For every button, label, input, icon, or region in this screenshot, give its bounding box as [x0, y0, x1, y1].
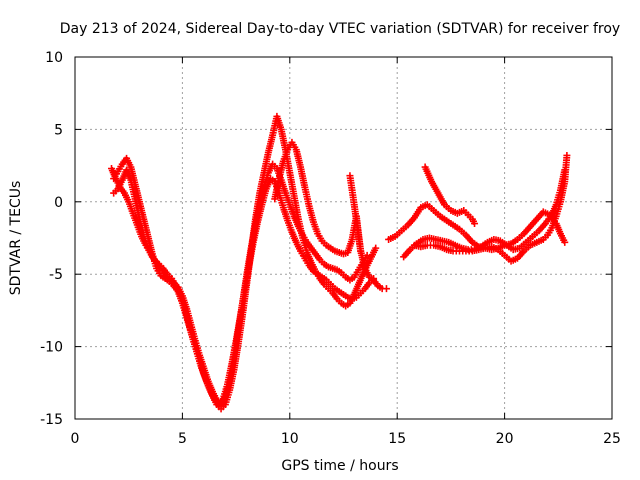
y-tick-label: -10	[40, 340, 63, 356]
y-axis-label: SDTVAR / TECUs	[8, 181, 24, 296]
x-tick-label: 20	[496, 431, 514, 447]
x-tick-label: 25	[603, 431, 621, 447]
x-tick-label: 15	[388, 431, 406, 447]
plot-frame	[74, 56, 613, 420]
x-tick-label: 0	[71, 431, 80, 447]
y-tick-label: -15	[40, 412, 63, 428]
data-point	[561, 238, 569, 246]
data-points	[108, 112, 571, 413]
y-tick-label: 5	[54, 122, 63, 138]
y-tick-label: 10	[45, 50, 63, 66]
y-tick-label: 0	[54, 195, 63, 211]
data-point	[357, 247, 365, 255]
x-tick-label: 10	[281, 431, 299, 447]
data-point	[563, 151, 571, 159]
data-point	[382, 285, 390, 293]
axis-ticks: 0 5 10 15 20 25 -15 -10 -5 0 5 10	[40, 50, 621, 447]
y-tick-label: -5	[49, 267, 63, 283]
chart-title: Day 213 of 2024, Sidereal Day-to-day VTE…	[60, 21, 620, 37]
data-point	[471, 220, 479, 228]
x-tick-label: 5	[178, 431, 187, 447]
x-axis-label: GPS time / hours	[281, 458, 398, 474]
data-point	[372, 244, 380, 252]
